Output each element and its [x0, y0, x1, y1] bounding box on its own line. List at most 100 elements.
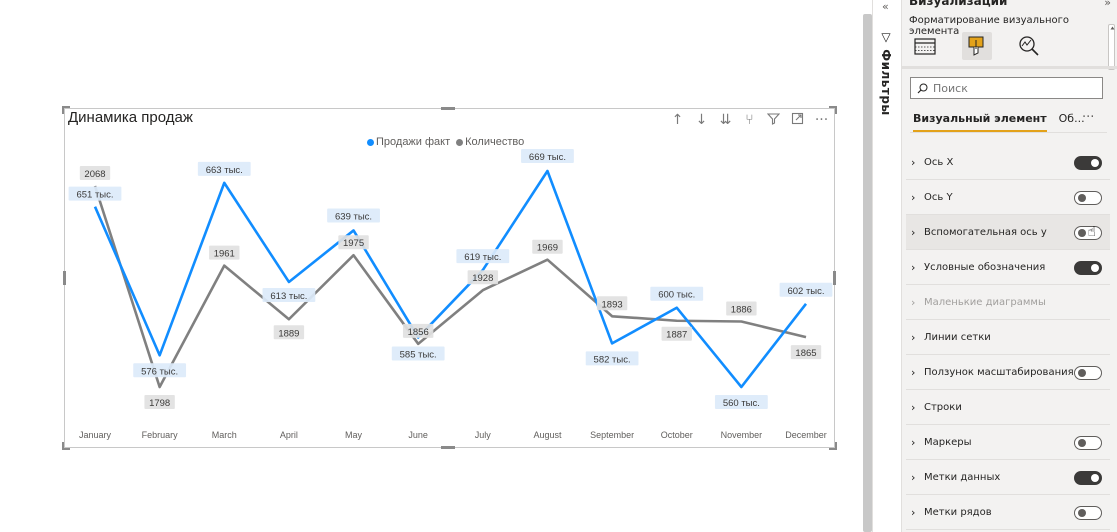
data-label-quantity-august: 1969: [532, 239, 563, 254]
arrow-up-icon[interactable]: ↑: [671, 112, 684, 128]
subtabs-more-icon[interactable]: ···: [1082, 110, 1095, 125]
visualizations-title: Визуализации: [909, 0, 1008, 8]
resize-handle-bottom[interactable]: [441, 446, 455, 449]
data-label-text: 669 тыс.: [529, 152, 566, 163]
filters-collapse-icon[interactable]: «: [882, 0, 889, 13]
toggle-legend[interactable]: [1074, 261, 1102, 275]
data-label-text: 582 тыс.: [594, 354, 631, 365]
subtab-visual[interactable]: Визуальный элемент: [913, 112, 1047, 132]
data-label-text: 613 тыс.: [270, 291, 307, 302]
format-search-box[interactable]: [910, 77, 1103, 99]
format-card-small-multiples[interactable]: › Маленькие диаграммы: [906, 285, 1110, 320]
format-card-y-axis[interactable]: › Ось Y: [906, 180, 1110, 215]
expand-hierarchy-icon[interactable]: ⑂: [745, 112, 754, 128]
data-label-bg: [402, 323, 434, 338]
chart-title: Динамика продаж: [68, 109, 193, 126]
expand-pane-icon[interactable]: »: [1104, 0, 1111, 9]
format-card-gridlines[interactable]: › Линии сетки: [906, 320, 1110, 355]
report-canvas[interactable]: Динамика продаж ↑ ↓ ⇊ ⑂ ··· Продажи факт: [0, 0, 872, 532]
build-visual-tab[interactable]: [910, 32, 940, 60]
resize-handle-left[interactable]: [63, 271, 66, 285]
toggle-y-axis[interactable]: [1074, 191, 1102, 205]
format-visual-tab[interactable]: [962, 32, 992, 60]
resize-handle-right[interactable]: [833, 271, 836, 285]
format-card-data-labels[interactable]: › Метки данных: [906, 460, 1110, 495]
toggle-knob: [1078, 439, 1086, 447]
data-label-bg: [714, 395, 768, 409]
viz-pane-tabs: [910, 32, 1044, 60]
format-card-legend[interactable]: › Условные обозначения: [906, 250, 1110, 285]
format-card-label: Метки данных: [924, 471, 1001, 483]
data-label-bg: [650, 286, 704, 301]
canvas-scrollbar[interactable]: [863, 14, 872, 532]
data-label-bg: [521, 149, 574, 163]
toggle-markers[interactable]: [1074, 436, 1102, 450]
filter-icon[interactable]: [765, 112, 782, 129]
series-line-sales[interactable]: [93, 169, 808, 389]
resize-corner-bottom-right[interactable]: [829, 442, 837, 450]
data-label-bg: [197, 161, 251, 176]
more-options-icon[interactable]: ···: [814, 112, 829, 128]
toggle-data-labels[interactable]: [1074, 471, 1102, 485]
data-label-text: 1856: [408, 327, 429, 338]
data-label-quantity-june: 1856: [402, 323, 434, 338]
resize-corner-bottom-left[interactable]: [62, 442, 70, 450]
format-card-markers[interactable]: › Маркеры: [906, 425, 1110, 460]
chart-plot-area[interactable]: January February March April May June July Augu…: [65, 109, 834, 447]
focus-mode-icon[interactable]: [789, 112, 806, 129]
pane-divider: [902, 66, 1117, 69]
arrow-down-icon[interactable]: ↓: [695, 112, 708, 128]
data-label-bg: [779, 282, 833, 297]
search-icon: [917, 83, 928, 93]
data-label-sales-may: 639 тыс.: [327, 208, 380, 223]
toggle-knob: [1078, 369, 1086, 377]
line-chart-visual[interactable]: Динамика продаж ↑ ↓ ⇊ ⑂ ··· Продажи факт: [62, 106, 837, 450]
filters-pane-collapsed[interactable]: « ▽ Фильтры: [872, 0, 901, 532]
data-label-text: 2068: [84, 169, 105, 180]
chevron-right-icon: ›: [911, 260, 916, 274]
format-card-label: Маркеры: [924, 436, 972, 448]
toggle-x-axis[interactable]: [1074, 156, 1102, 170]
data-label-sales-january: 651 тыс.: [68, 186, 122, 201]
toggle-series-labels[interactable]: [1074, 506, 1102, 520]
format-card-secondary-y-axis[interactable]: › Вспомогательная ось y ☝: [906, 215, 1110, 250]
format-card-label: Вспомогательная ось y: [924, 226, 1047, 238]
series-line-quantity[interactable]: [93, 185, 807, 389]
format-card-label: Ось X: [924, 156, 954, 168]
resize-corner-top-left[interactable]: [62, 106, 70, 114]
subtab-general[interactable]: Об...: [1058, 112, 1085, 125]
analytics-tab[interactable]: [1014, 32, 1044, 60]
chevron-right-icon: ›: [911, 190, 916, 204]
paint-brush-icon: [968, 36, 984, 56]
scroll-up-icon: [1110, 26, 1115, 30]
format-card-zoom-slider[interactable]: › Ползунок масштабирования: [906, 355, 1110, 390]
resize-corner-top-right[interactable]: [829, 106, 837, 114]
format-card-lines[interactable]: › Строки: [906, 390, 1110, 425]
data-label-text: 1969: [537, 243, 558, 254]
filters-pane-label[interactable]: ▽ Фильтры: [879, 30, 893, 116]
data-label-sales-october: 600 тыс.: [650, 286, 704, 301]
format-card-label: Условные обозначения: [924, 261, 1046, 273]
data-label-text: 602 тыс.: [787, 286, 824, 297]
search-input[interactable]: [933, 81, 1093, 95]
toggle-secondary-y-axis[interactable]: [1074, 226, 1102, 240]
toggle-zoom-slider[interactable]: [1074, 366, 1102, 380]
data-label-bg: [585, 351, 639, 366]
data-label-text: 1893: [602, 299, 623, 310]
data-label-text: 651 тыс.: [76, 190, 113, 201]
data-label-sales-december: 602 тыс.: [779, 282, 833, 297]
data-label-text: 600 тыс.: [658, 290, 695, 301]
chevron-right-icon: ›: [911, 155, 916, 169]
legend-item-sales[interactable]: Продажи факт: [367, 136, 450, 148]
visualizations-pane: Визуализации » Форматирование визуальног…: [901, 0, 1117, 532]
legend-item-quantity[interactable]: Количество: [456, 136, 524, 148]
double-arrow-down-icon[interactable]: ⇊: [719, 112, 732, 128]
data-label-text: 1889: [278, 328, 299, 339]
legend-label-quantity: Количество: [465, 136, 525, 148]
resize-handle-top[interactable]: [441, 107, 455, 110]
pane-scrollbar[interactable]: [1108, 24, 1115, 70]
data-label-text: 1865: [795, 348, 816, 359]
format-card-series-labels[interactable]: › Метки рядов: [906, 495, 1110, 530]
format-card-x-axis[interactable]: › Ось X: [906, 145, 1110, 180]
x-tick-label-january: January: [79, 430, 112, 440]
